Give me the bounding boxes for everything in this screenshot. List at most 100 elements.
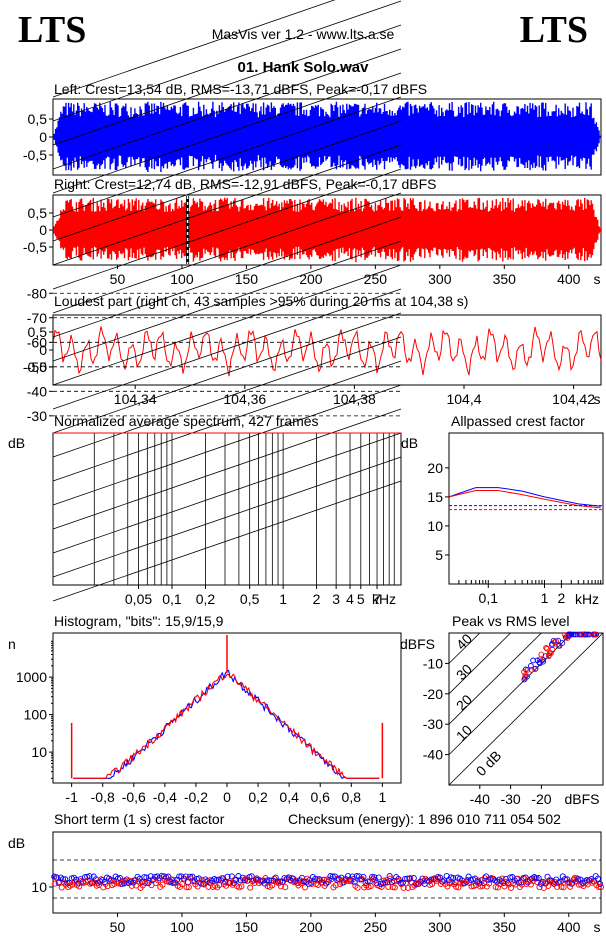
short-term-left-point <box>404 875 411 882</box>
short-term-right-point <box>554 883 561 890</box>
short-term-right-point <box>444 883 451 890</box>
short-term-xtick-label: 300 <box>428 919 452 935</box>
short-term-right-point <box>60 879 67 886</box>
short-term-right-point <box>244 877 252 884</box>
spectrum-slope-line <box>52 120 402 242</box>
short-term-left-point <box>263 877 270 884</box>
short-term-right-point <box>475 877 482 884</box>
spectrum-slope-line <box>52 312 402 434</box>
short-term-left-point <box>360 873 367 881</box>
peak-rms-point <box>564 633 570 640</box>
short-term-ytick-label: 10 <box>31 879 47 895</box>
histogram-xtick-label: 1 <box>378 789 386 805</box>
histogram-xtick-label: -0,2 <box>184 789 208 805</box>
histogram-ytick-label: 100 <box>24 707 48 723</box>
histogram-xtick-label: -1 <box>65 789 78 805</box>
spectrum-ytick-label: -50 <box>27 359 47 375</box>
short-term-left-point <box>410 875 417 882</box>
short-term-ylabel: dB <box>8 835 25 851</box>
crest-ylabel: dB <box>401 435 418 451</box>
peak-rms-point <box>570 631 577 638</box>
peak-rms-title: Peak vs RMS level <box>452 613 570 629</box>
crest-line-label: 40 <box>453 630 475 652</box>
short-term-right-point <box>514 875 521 882</box>
spectrum-ytick-label: -60 <box>27 334 47 350</box>
histogram-xtick-label: 0,6 <box>310 789 330 805</box>
short-term-left-point <box>507 874 514 881</box>
short-term-left-point <box>86 873 93 880</box>
peak-rms-point <box>543 644 549 651</box>
crest-ytick-label: 10 <box>427 518 443 534</box>
short-term-left-point <box>561 875 569 883</box>
short-term-right-point <box>238 883 245 890</box>
peak-rms-ytick-label: -30 <box>423 716 443 732</box>
right-waveform-title: Right: Crest=12,74 dB, RMS=-12,91 dBFS, … <box>54 176 437 192</box>
peak-rms-point <box>551 639 558 646</box>
crest-ytick-label: 20 <box>427 460 443 476</box>
spectrum-slope-line <box>52 288 402 410</box>
histogram-xtick-label: -0,8 <box>91 789 115 805</box>
short-term-left-point <box>535 875 542 882</box>
short-term-xtick-label: 350 <box>493 919 517 935</box>
loudest-part-trace <box>52 326 602 377</box>
right-waveform-ytick-label: -0,5 <box>23 239 47 255</box>
spectrum-xtick-label: 4 <box>346 591 354 607</box>
histogram-xtick-label: -0,6 <box>122 789 146 805</box>
crest-series-0 <box>448 487 601 507</box>
app-title: MasVis ver 1.2 - www.lts.a.se <box>211 26 395 42</box>
short-term-right-point <box>573 875 580 882</box>
short-term-left-point <box>386 873 393 880</box>
short-term-left-point <box>533 875 540 882</box>
spectrum-slope-line <box>52 264 402 386</box>
short-term-right-point <box>512 881 519 888</box>
short-term-right-point <box>518 881 526 888</box>
short-term-left-point <box>257 877 264 884</box>
short-term-left-point <box>329 873 336 880</box>
loudest-ytick-label: 0,5 <box>28 324 48 340</box>
spectrum-slope-line <box>52 72 402 194</box>
short-term-right-point <box>367 883 374 890</box>
loudest-xtick-label: 104,36 <box>223 391 266 407</box>
spectrum-slope-line <box>52 240 402 362</box>
short-term-right-point <box>545 882 552 889</box>
spectrum-slope-line <box>52 24 402 146</box>
short-term-right-point <box>435 875 442 882</box>
short-term-right-point <box>282 884 289 891</box>
right-waveform-trace <box>53 197 601 263</box>
crest-xtick-label: 2 <box>557 590 565 606</box>
spectrum-slope-line <box>52 384 402 506</box>
short-term-frame <box>52 831 602 914</box>
spectrum-xtick-label: 0,5 <box>240 591 260 607</box>
short-term-xtick-label: 150 <box>235 919 259 935</box>
spectrum-title: Normalized average spectrum, 427 frames <box>54 413 319 429</box>
peak-rms-ylabel: dBFS <box>400 636 435 652</box>
time-xtick-label: 350 <box>493 271 517 287</box>
peak-rms-point <box>592 631 599 638</box>
histogram-xtick-label: 0,4 <box>279 789 299 805</box>
short-term-right-point <box>126 877 133 884</box>
histogram-ytick-label: 10 <box>31 744 47 760</box>
histogram-right-trace <box>73 673 380 779</box>
peak-rms-point <box>528 666 535 673</box>
short-term-xtick-label: 200 <box>299 919 323 935</box>
short-term-right-point <box>595 883 602 890</box>
histogram-xtick-label: 0,8 <box>342 789 362 805</box>
spectrum-ytick-label: -70 <box>27 310 47 326</box>
peak-rms-ytick-label: -10 <box>423 655 443 671</box>
spectrum-ytick-label: -30 <box>27 408 47 424</box>
crest-line-label: 0 dB <box>473 747 505 779</box>
short-term-right-point <box>468 883 475 890</box>
crest-frame <box>448 432 604 585</box>
spectrum-slope-line <box>52 0 402 122</box>
crest-xtick-label: 0,1 <box>479 590 499 606</box>
time-xtick-label: 300 <box>428 271 452 287</box>
spectrum-slope-line <box>52 360 402 482</box>
short-term-right-point <box>104 883 111 890</box>
peak-rms-point <box>522 674 528 680</box>
spectrum-slope-line <box>52 432 402 554</box>
short-term-right-point <box>58 884 65 891</box>
spectrum-unit: kHz <box>372 591 396 607</box>
time-xtick-label: 400 <box>557 271 581 287</box>
peak-rms-xtick-label: -20 <box>531 791 551 807</box>
short-term-right-point <box>332 882 339 889</box>
